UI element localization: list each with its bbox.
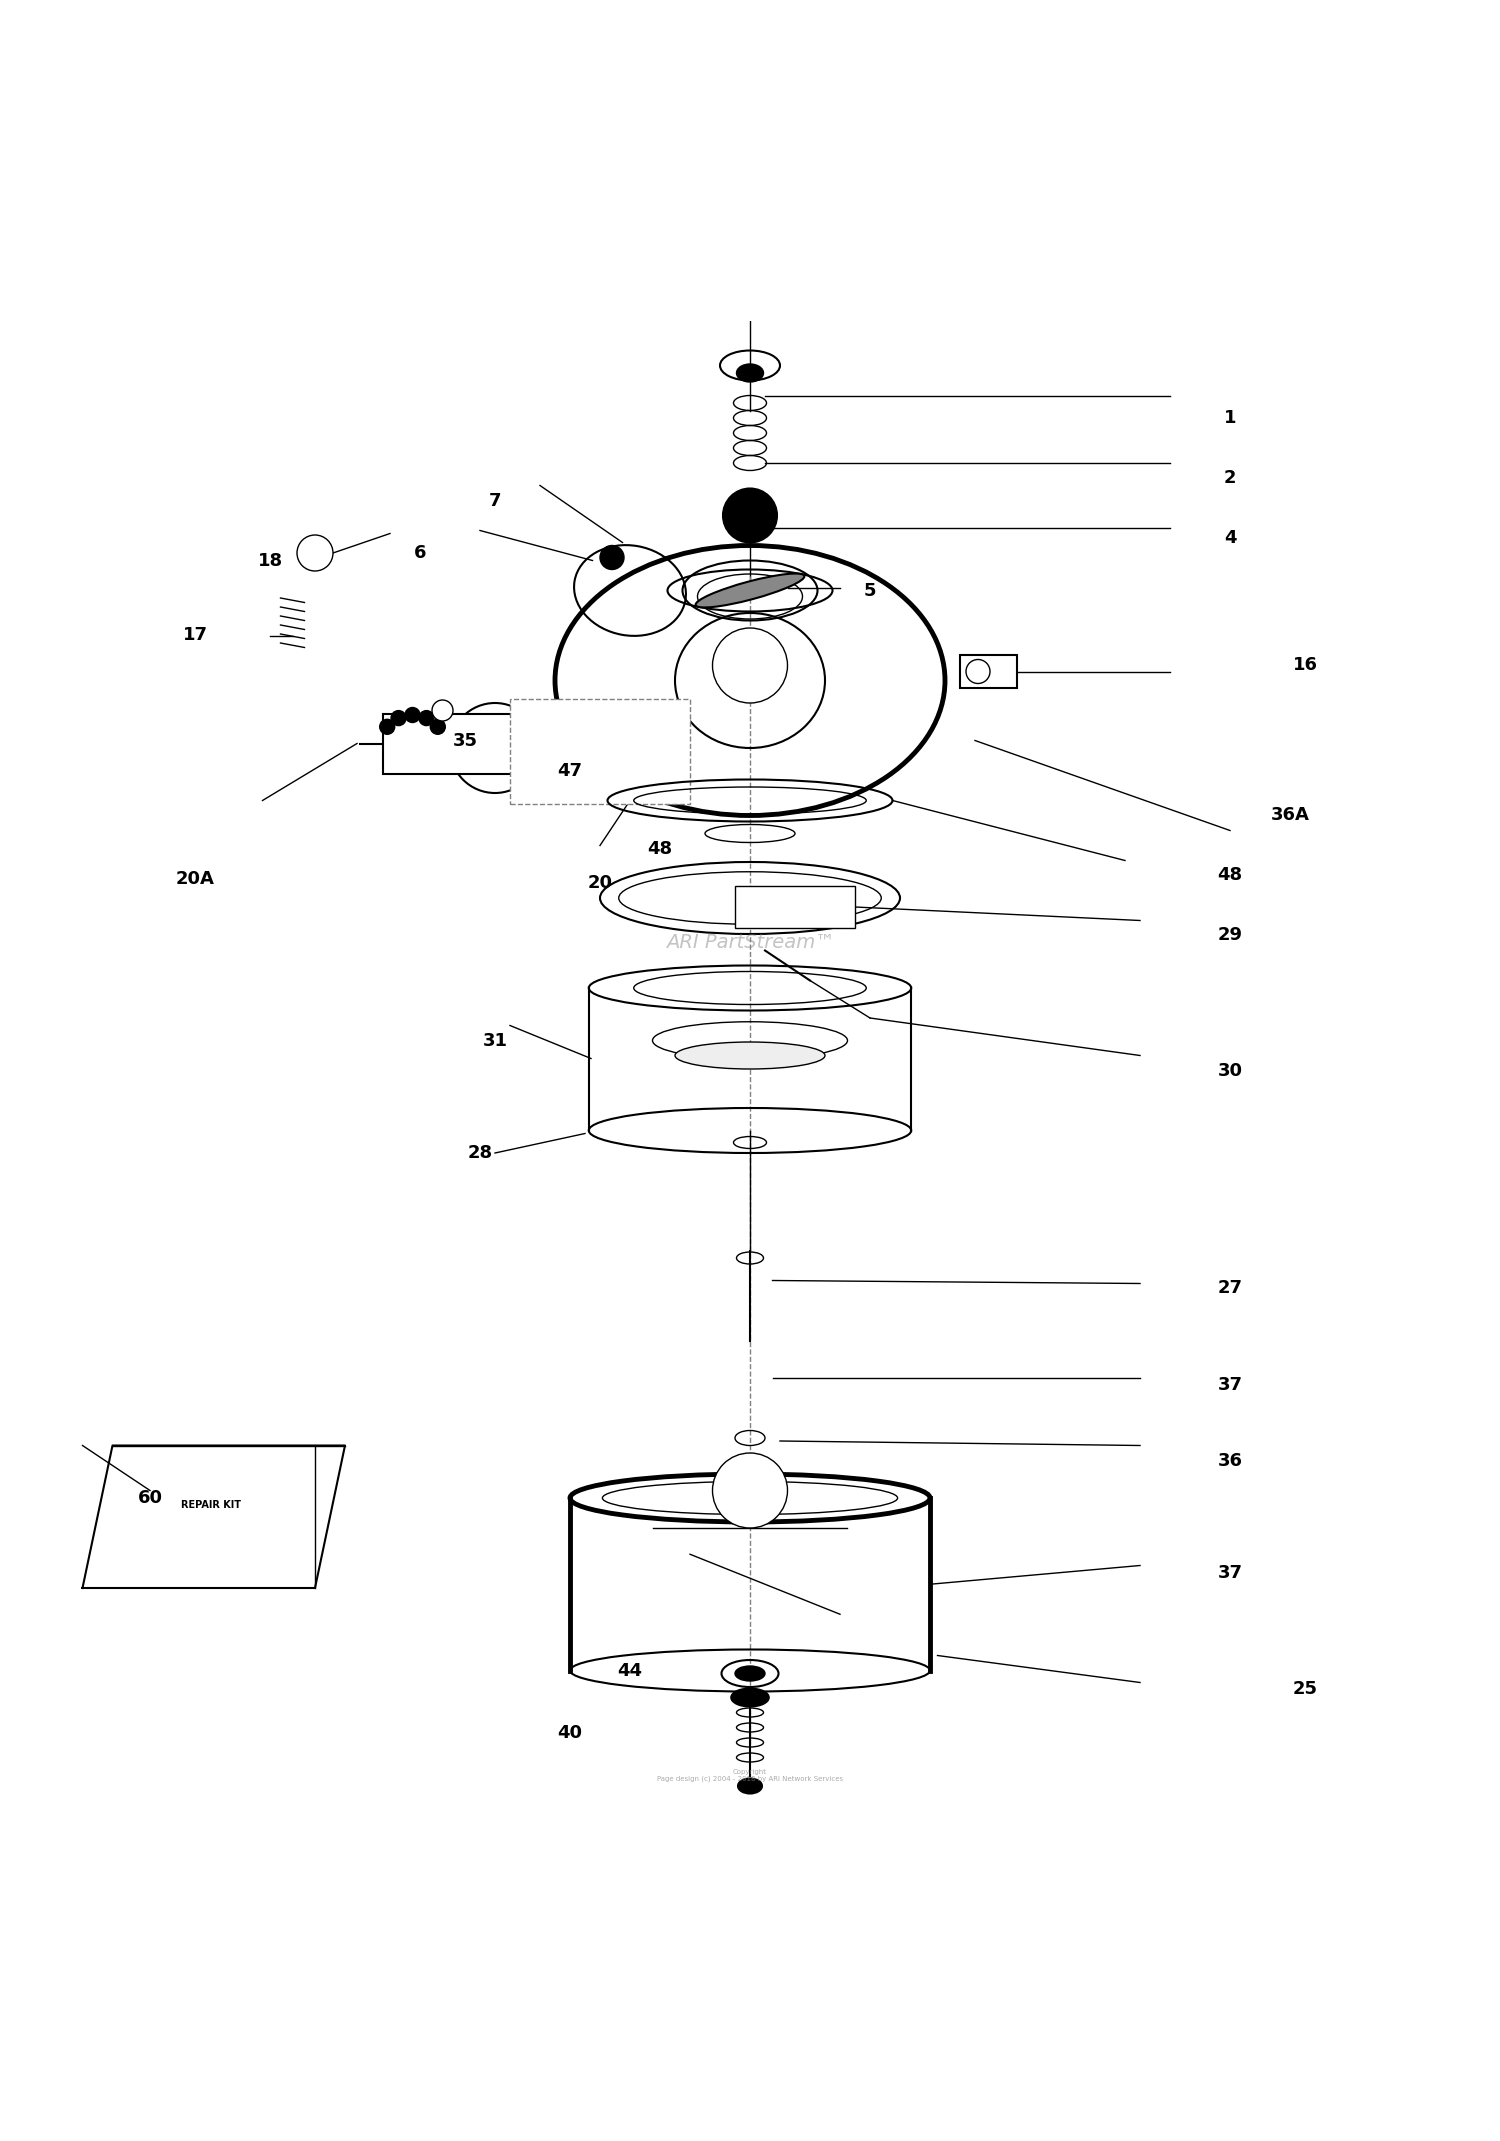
Circle shape xyxy=(432,700,453,722)
Text: 20A: 20A xyxy=(176,869,214,889)
Ellipse shape xyxy=(735,1666,765,1681)
Text: 27: 27 xyxy=(1218,1278,1242,1297)
Text: 2: 2 xyxy=(1224,469,1236,486)
Bar xyxy=(960,655,1017,687)
Text: 16: 16 xyxy=(1293,657,1317,674)
Circle shape xyxy=(712,627,788,702)
Circle shape xyxy=(486,739,504,758)
Circle shape xyxy=(392,711,406,726)
Text: ARI PartStream™: ARI PartStream™ xyxy=(666,933,834,953)
Text: 44: 44 xyxy=(618,1661,642,1679)
Text: 36A: 36A xyxy=(1270,807,1310,824)
Text: 4: 4 xyxy=(1224,529,1236,546)
Text: 36: 36 xyxy=(1218,1452,1242,1469)
Circle shape xyxy=(723,488,777,542)
Bar xyxy=(382,713,518,773)
Bar xyxy=(735,886,855,927)
Text: 48: 48 xyxy=(1218,867,1242,884)
Text: 35: 35 xyxy=(453,732,477,749)
Circle shape xyxy=(472,726,518,771)
Text: 37: 37 xyxy=(1218,1377,1242,1394)
Text: 40: 40 xyxy=(558,1724,582,1743)
Circle shape xyxy=(297,535,333,572)
Text: REPAIR KIT: REPAIR KIT xyxy=(182,1499,240,1509)
Text: 29: 29 xyxy=(1218,927,1242,944)
Circle shape xyxy=(419,711,434,726)
Text: 1: 1 xyxy=(1224,409,1236,426)
Text: 18: 18 xyxy=(258,552,282,570)
Text: 7: 7 xyxy=(489,492,501,510)
Text: 60: 60 xyxy=(138,1488,162,1507)
Text: 20: 20 xyxy=(588,874,612,893)
Text: 6: 6 xyxy=(414,544,426,561)
Ellipse shape xyxy=(736,364,764,381)
Ellipse shape xyxy=(675,1043,825,1068)
Circle shape xyxy=(405,707,420,722)
Circle shape xyxy=(712,1454,788,1529)
Text: 47: 47 xyxy=(558,762,582,779)
Circle shape xyxy=(966,659,990,683)
Text: Copyright
Page design (c) 2004 - 2018 by ARI Network Services: Copyright Page design (c) 2004 - 2018 by… xyxy=(657,1768,843,1781)
Text: 17: 17 xyxy=(183,627,207,644)
Bar xyxy=(510,698,690,803)
Text: 5: 5 xyxy=(864,582,876,599)
Text: 25: 25 xyxy=(1293,1679,1317,1698)
Text: 31: 31 xyxy=(483,1032,507,1049)
Text: 48: 48 xyxy=(648,839,672,859)
Text: 37: 37 xyxy=(1218,1563,1242,1582)
Text: 28: 28 xyxy=(468,1143,492,1163)
Circle shape xyxy=(380,719,394,734)
Text: 30: 30 xyxy=(1218,1062,1242,1079)
Circle shape xyxy=(600,546,624,570)
Ellipse shape xyxy=(738,1779,762,1794)
Circle shape xyxy=(732,647,768,683)
Ellipse shape xyxy=(696,574,804,608)
Ellipse shape xyxy=(732,1689,768,1706)
Circle shape xyxy=(430,719,445,734)
Circle shape xyxy=(450,702,540,792)
